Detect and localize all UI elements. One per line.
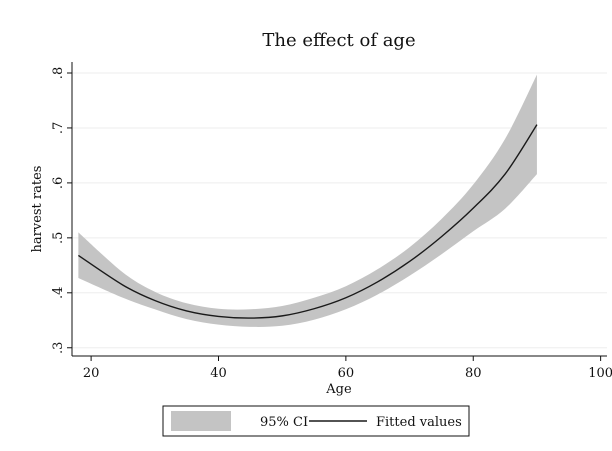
y-tick-label-4: .7 (51, 122, 66, 134)
x-tick-label-1: 40 (210, 366, 227, 381)
legend-swatch-ci (171, 411, 231, 431)
fitted-line (77, 124, 538, 319)
x-axis-title: Age (325, 382, 352, 397)
gridlines (72, 72, 607, 349)
line-layer (77, 124, 538, 319)
x-tick-label-3: 80 (465, 366, 482, 381)
chart-title: The effect of age (262, 30, 415, 51)
axes (71, 62, 607, 357)
x-tick-label-2: 60 (338, 366, 355, 381)
legend: 95% CI Fitted values (162, 405, 470, 437)
y-tick-label-3: .6 (51, 177, 66, 189)
x-ticks: 20 40 60 80 100 (83, 356, 612, 381)
ci-band (78, 74, 537, 327)
y-tick-label-0: .3 (51, 342, 66, 354)
y-tick-label-5: .8 (51, 67, 66, 79)
y-axis-title: harvest rates (30, 166, 45, 253)
y-tick-label-1: .4 (51, 287, 66, 299)
legend-label-ci: 95% CI (260, 415, 308, 430)
x-tick-label-0: 20 (83, 366, 100, 381)
x-tick-label-4: 100 (588, 366, 612, 381)
legend-label-fitted: Fitted values (376, 415, 462, 430)
ci-band-layer (78, 74, 537, 327)
y-tick-label-2: .5 (51, 232, 66, 244)
y-ticks: .3 .4 .5 .6 .7 .8 (51, 67, 72, 354)
